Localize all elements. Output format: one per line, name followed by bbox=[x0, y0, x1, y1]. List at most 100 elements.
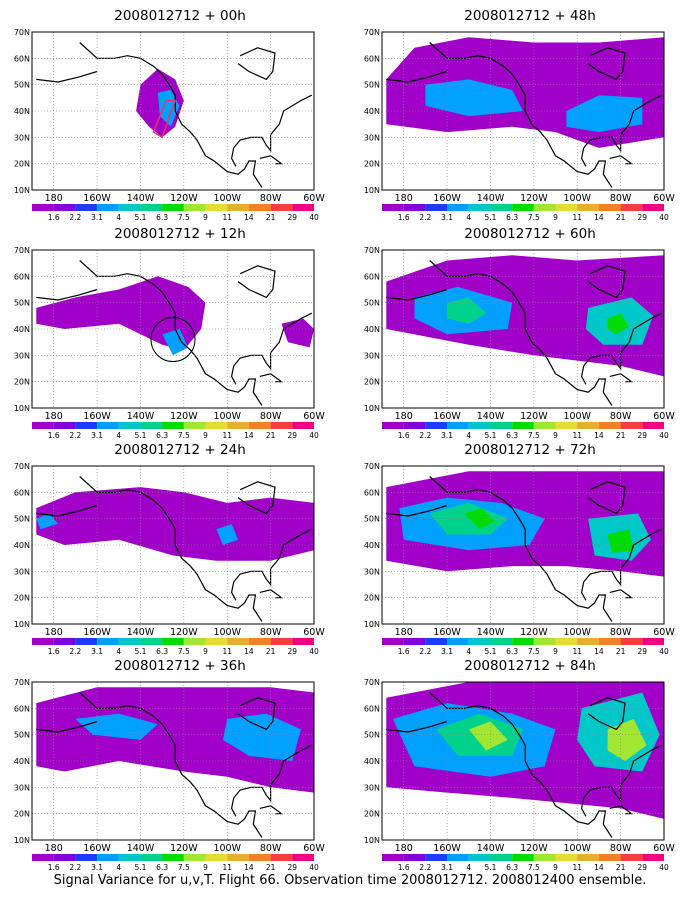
coastline bbox=[79, 42, 263, 188]
colorbar-swatch bbox=[183, 422, 206, 429]
colorbar-swatch bbox=[292, 422, 314, 429]
colorbar-label: 21 bbox=[266, 213, 276, 222]
lat-label: 40N bbox=[14, 541, 30, 550]
colorbar-label: 7.5 bbox=[178, 213, 190, 222]
map-frame bbox=[381, 465, 665, 625]
variance-contour bbox=[36, 487, 314, 561]
colorbar-label: 21 bbox=[616, 213, 626, 222]
lon-label: 80W bbox=[260, 627, 282, 638]
lat-label: 70N bbox=[14, 462, 30, 471]
lat-label: 30N bbox=[14, 567, 30, 576]
map-panel-48h: 2008012712 + 48h 70N 60N 50N 40N 30N 20N 10N 18… bbox=[364, 8, 700, 222]
colorbar-swatch bbox=[205, 638, 228, 645]
colorbar-swatch bbox=[642, 854, 664, 861]
colorbar-swatch bbox=[183, 638, 206, 645]
map-frame bbox=[381, 31, 665, 191]
lon-label: 140W bbox=[477, 193, 505, 204]
lon-label: 60W bbox=[303, 411, 325, 422]
coastline bbox=[237, 697, 276, 731]
colorbar-label: 7.5 bbox=[178, 647, 190, 656]
colorbar-swatch bbox=[53, 638, 76, 645]
lat-label: 50N bbox=[364, 731, 380, 740]
colorbar-swatch bbox=[598, 422, 621, 429]
lat-label: 40N bbox=[14, 107, 30, 116]
colorbar-label: 5.1 bbox=[484, 647, 496, 656]
variance-contour bbox=[75, 713, 158, 740]
lat-label: 10N bbox=[14, 186, 30, 195]
colorbar-label: 21 bbox=[616, 647, 626, 656]
colorbar-swatch bbox=[382, 204, 404, 211]
colorbar-label: 21 bbox=[616, 863, 626, 872]
colorbar-label: 4 bbox=[466, 213, 471, 222]
coastline bbox=[587, 481, 626, 515]
lon-label: 160W bbox=[433, 193, 461, 204]
variance-contour bbox=[425, 79, 523, 117]
lon-label: 180 bbox=[395, 193, 413, 204]
coastline bbox=[583, 312, 663, 371]
colorbar-label: 2.2 bbox=[419, 647, 431, 656]
colorbar-swatch bbox=[118, 204, 141, 211]
colorbar-label: 2.2 bbox=[419, 213, 431, 222]
coastline bbox=[429, 42, 613, 188]
coastline bbox=[36, 288, 98, 301]
colorbar-swatch bbox=[97, 854, 119, 861]
coastline bbox=[583, 744, 663, 803]
colorbar-label: 6.3 bbox=[156, 647, 168, 656]
panel-title: 2008012712 + 60h bbox=[464, 226, 596, 242]
panel-title: 2008012712 + 24h bbox=[114, 442, 246, 458]
variance-map: 70N 60N 50N 40N 30N 20N 10N 180 160W 140W 120W 100W… bbox=[14, 246, 326, 440]
coastline bbox=[230, 147, 237, 167]
colorbar-swatch bbox=[270, 204, 293, 211]
lon-label: 120W bbox=[520, 843, 548, 854]
lat-label: 20N bbox=[364, 160, 380, 169]
lon-label: 140W bbox=[127, 843, 155, 854]
lat-label: 40N bbox=[364, 107, 380, 116]
lat-label: 40N bbox=[14, 325, 30, 334]
colorbar-label: 1.6 bbox=[398, 647, 410, 656]
coastline bbox=[580, 147, 587, 167]
coastline bbox=[36, 70, 98, 83]
lon-label: 160W bbox=[83, 627, 111, 638]
variance-map: 70N 60N 50N 40N 30N 20N 10N 180 160W 140W 120W 100W… bbox=[364, 678, 676, 872]
colorbar-label: 29 bbox=[638, 863, 648, 872]
lat-label: 70N bbox=[14, 678, 30, 687]
lon-label: 100W bbox=[563, 411, 591, 422]
coastline bbox=[580, 581, 587, 601]
colorbar-label: 29 bbox=[288, 431, 298, 440]
variance-contour bbox=[468, 721, 508, 751]
coastline bbox=[36, 720, 98, 733]
colorbar-swatch bbox=[382, 638, 404, 645]
coastline bbox=[237, 481, 276, 515]
colorbar-label: 5.1 bbox=[484, 863, 496, 872]
colorbar-swatch bbox=[270, 422, 293, 429]
lat-label: 20N bbox=[14, 160, 30, 169]
colorbar-swatch bbox=[620, 204, 643, 211]
colorbar-label: 6.3 bbox=[506, 647, 518, 656]
coastline bbox=[587, 47, 626, 81]
lat-label: 50N bbox=[364, 81, 380, 90]
panel-title: 2008012712 + 00h bbox=[114, 8, 246, 24]
map-frame bbox=[381, 249, 665, 409]
coastline bbox=[429, 260, 613, 406]
lon-label: 60W bbox=[303, 193, 325, 204]
variance-contour bbox=[429, 502, 508, 535]
lat-label: 50N bbox=[364, 299, 380, 308]
colorbar-label: 21 bbox=[266, 431, 276, 440]
map-panel-36h: 2008012712 + 36h 70N 60N 50N 40N 30N 20N 10N 18… bbox=[14, 658, 360, 872]
map-frame bbox=[381, 681, 665, 841]
colorbar-swatch bbox=[468, 422, 491, 429]
lat-label: 10N bbox=[364, 404, 380, 413]
colorbar-swatch bbox=[382, 854, 404, 861]
lon-label: 160W bbox=[433, 843, 461, 854]
colorbar-swatch bbox=[555, 854, 578, 861]
lon-label: 120W bbox=[520, 411, 548, 422]
colorbar-swatch bbox=[555, 638, 578, 645]
colorbar-swatch bbox=[205, 204, 228, 211]
colorbar-label: 11 bbox=[572, 863, 582, 872]
colorbar-label: 9 bbox=[553, 431, 558, 440]
colorbar-label: 4 bbox=[116, 647, 121, 656]
lat-label: 40N bbox=[364, 541, 380, 550]
colorbar-swatch bbox=[403, 854, 426, 861]
colorbar-swatch bbox=[205, 854, 228, 861]
colorbar-swatch bbox=[447, 422, 469, 429]
